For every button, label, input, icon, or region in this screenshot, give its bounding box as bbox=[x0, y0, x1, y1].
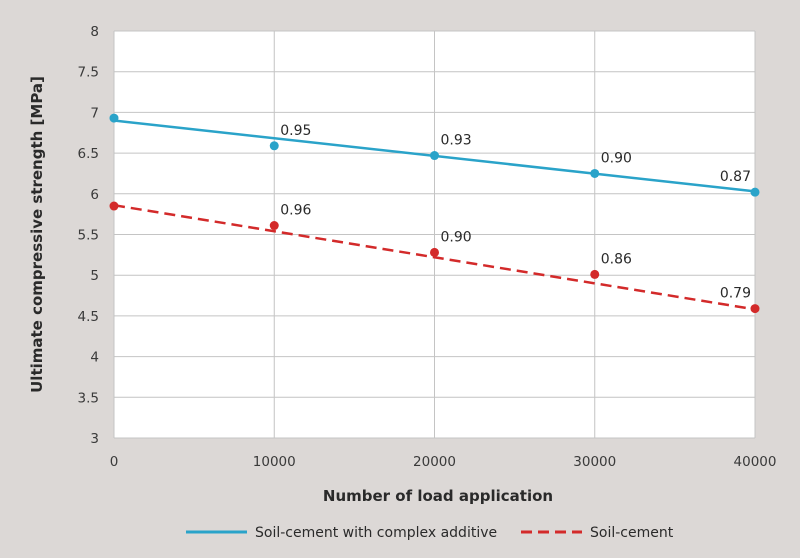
data-point bbox=[590, 269, 600, 279]
y-tick-label: 5 bbox=[90, 268, 99, 284]
y-tick-label: 4.5 bbox=[78, 309, 99, 325]
data-point bbox=[109, 201, 119, 211]
y-tick-label: 7 bbox=[90, 105, 99, 121]
y-tick-label: 5.5 bbox=[78, 228, 99, 244]
y-tick-label: 4 bbox=[90, 350, 99, 366]
y-axis-title: Ultimate compressive strength [MPa] bbox=[28, 76, 46, 393]
series-0: 0.95 0.93 0.90 0.87 bbox=[109, 113, 760, 197]
x-axis-title: Number of load application bbox=[323, 487, 553, 505]
data-point bbox=[430, 247, 439, 257]
data-point bbox=[750, 187, 760, 197]
x-tick-label: 10000 bbox=[253, 454, 296, 470]
data-label: 0.87 bbox=[720, 169, 751, 185]
data-label: 0.95 bbox=[280, 123, 311, 139]
x-tick-label: 30000 bbox=[573, 454, 616, 470]
y-tick-label: 6 bbox=[90, 187, 99, 203]
legend: Soil-cement with complex additive Soil-c… bbox=[186, 525, 674, 541]
x-axis-ticks: 0 10000 20000 30000 40000 bbox=[110, 454, 777, 470]
x-tick-label: 0 bbox=[110, 454, 119, 470]
data-label: 0.96 bbox=[280, 203, 311, 219]
x-tick-label: 20000 bbox=[413, 454, 456, 470]
data-label: 0.86 bbox=[601, 251, 632, 267]
data-point bbox=[269, 221, 279, 231]
y-tick-label: 6.5 bbox=[78, 146, 99, 162]
data-label: 0.93 bbox=[441, 133, 472, 149]
data-point bbox=[269, 141, 279, 151]
series-line bbox=[113, 203, 756, 311]
data-point bbox=[750, 304, 760, 314]
data-point bbox=[109, 113, 119, 123]
legend-label-soil-cement: Soil-cement bbox=[590, 525, 674, 541]
x-tick-label: 40000 bbox=[734, 454, 777, 470]
y-tick-label: 7.5 bbox=[78, 65, 99, 81]
data-label: 0.90 bbox=[441, 229, 472, 245]
y-tick-label: 3.5 bbox=[78, 390, 99, 406]
y-axis-ticks: 3 3.5 4 4.5 5 5.5 6 6.5 7 7.5 8 bbox=[78, 24, 99, 447]
series-1: 0.96 0.90 0.86 0.79 bbox=[109, 201, 760, 314]
data-label: 0.90 bbox=[601, 150, 632, 166]
series-layer: 0.95 0.93 0.90 0.87 0.96 0.90 0.86 0.79 bbox=[109, 113, 760, 314]
data-point bbox=[590, 168, 600, 178]
y-tick-label: 8 bbox=[90, 24, 99, 40]
grid bbox=[113, 30, 756, 439]
y-tick-label: 3 bbox=[90, 431, 99, 447]
legend-label-complex-additive: Soil-cement with complex additive bbox=[255, 525, 497, 541]
data-point bbox=[430, 151, 439, 161]
data-label: 0.79 bbox=[720, 286, 751, 302]
